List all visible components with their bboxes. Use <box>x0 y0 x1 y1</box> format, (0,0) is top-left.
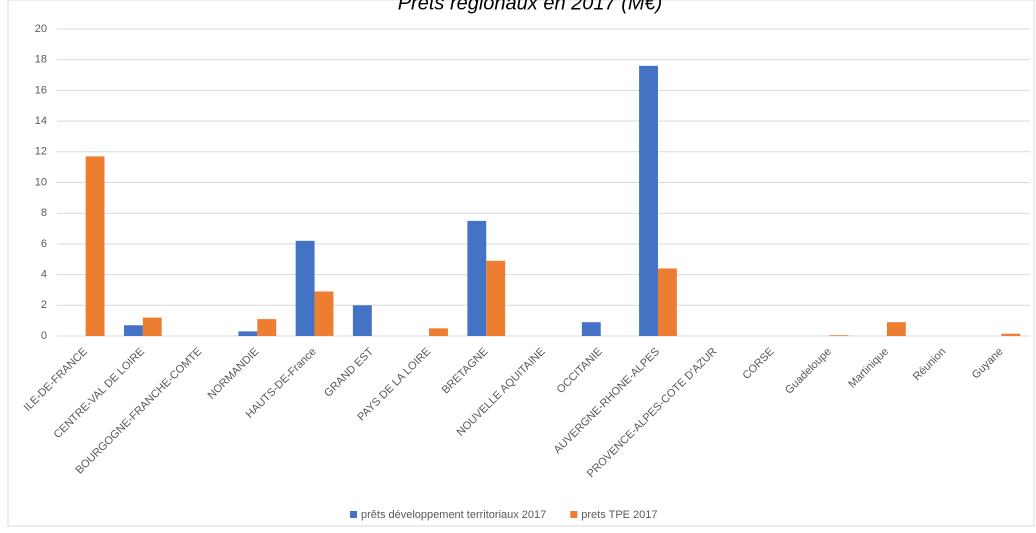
bar <box>886 322 906 336</box>
y-tick-label: 14 <box>35 115 47 127</box>
bar <box>639 65 658 336</box>
x-tick-label: Réunion <box>911 346 948 383</box>
y-tick-label: 6 <box>41 238 47 250</box>
y-tick-label: 16 <box>35 84 47 96</box>
chart-border <box>7 0 1035 527</box>
legend-swatch <box>350 511 357 518</box>
y-tick-label: 8 <box>41 207 47 219</box>
bar <box>352 305 372 336</box>
bar <box>314 291 334 336</box>
chart-title: Prêts régionaux en 2017 (M€) <box>398 0 663 14</box>
bar <box>1001 333 1021 336</box>
bar <box>85 156 105 336</box>
bar <box>257 319 277 336</box>
x-tick-label: OCCITANIE <box>555 346 605 396</box>
bar <box>238 331 258 336</box>
y-tick-label: 20 <box>35 23 47 35</box>
x-tick-label: BOURGOGNE-FRANCHE-COMTE <box>73 346 204 477</box>
x-tick-label: Martinique <box>846 346 891 391</box>
x-tick-label: AUVERGNE-RHONE-ALPES <box>552 346 662 456</box>
y-tick-label: 0 <box>41 330 47 342</box>
y-tick-label: 2 <box>41 299 47 311</box>
bar <box>829 335 849 336</box>
bar <box>486 260 506 336</box>
bar <box>142 317 162 336</box>
bar <box>123 325 143 336</box>
x-tick-label: BRETAGNE <box>440 346 491 397</box>
y-tick-label: 4 <box>41 269 47 281</box>
bar <box>295 240 315 336</box>
legend-swatch <box>570 511 578 518</box>
x-tick-label: Guyane <box>970 346 1006 382</box>
legend-label: prets TPE 2017 <box>581 509 657 521</box>
bar <box>581 322 601 336</box>
y-tick-label: 10 <box>35 176 47 188</box>
y-tick-label: 12 <box>35 146 47 158</box>
x-tick-label: NORMANDIE <box>205 346 261 402</box>
x-tick-label: PROVENCE-ALPES-COTE D'AZUR <box>585 346 719 480</box>
bar <box>657 268 677 336</box>
bar <box>467 220 487 336</box>
legend-label: prêts développement territoriaux 2017 <box>361 509 546 521</box>
y-tick-label: 18 <box>35 54 47 66</box>
bar <box>429 328 448 336</box>
x-tick-label: Guadeloupe <box>783 346 834 397</box>
x-tick-label: CORSE <box>740 346 776 382</box>
x-tick-label: GRAND EST <box>322 346 376 400</box>
